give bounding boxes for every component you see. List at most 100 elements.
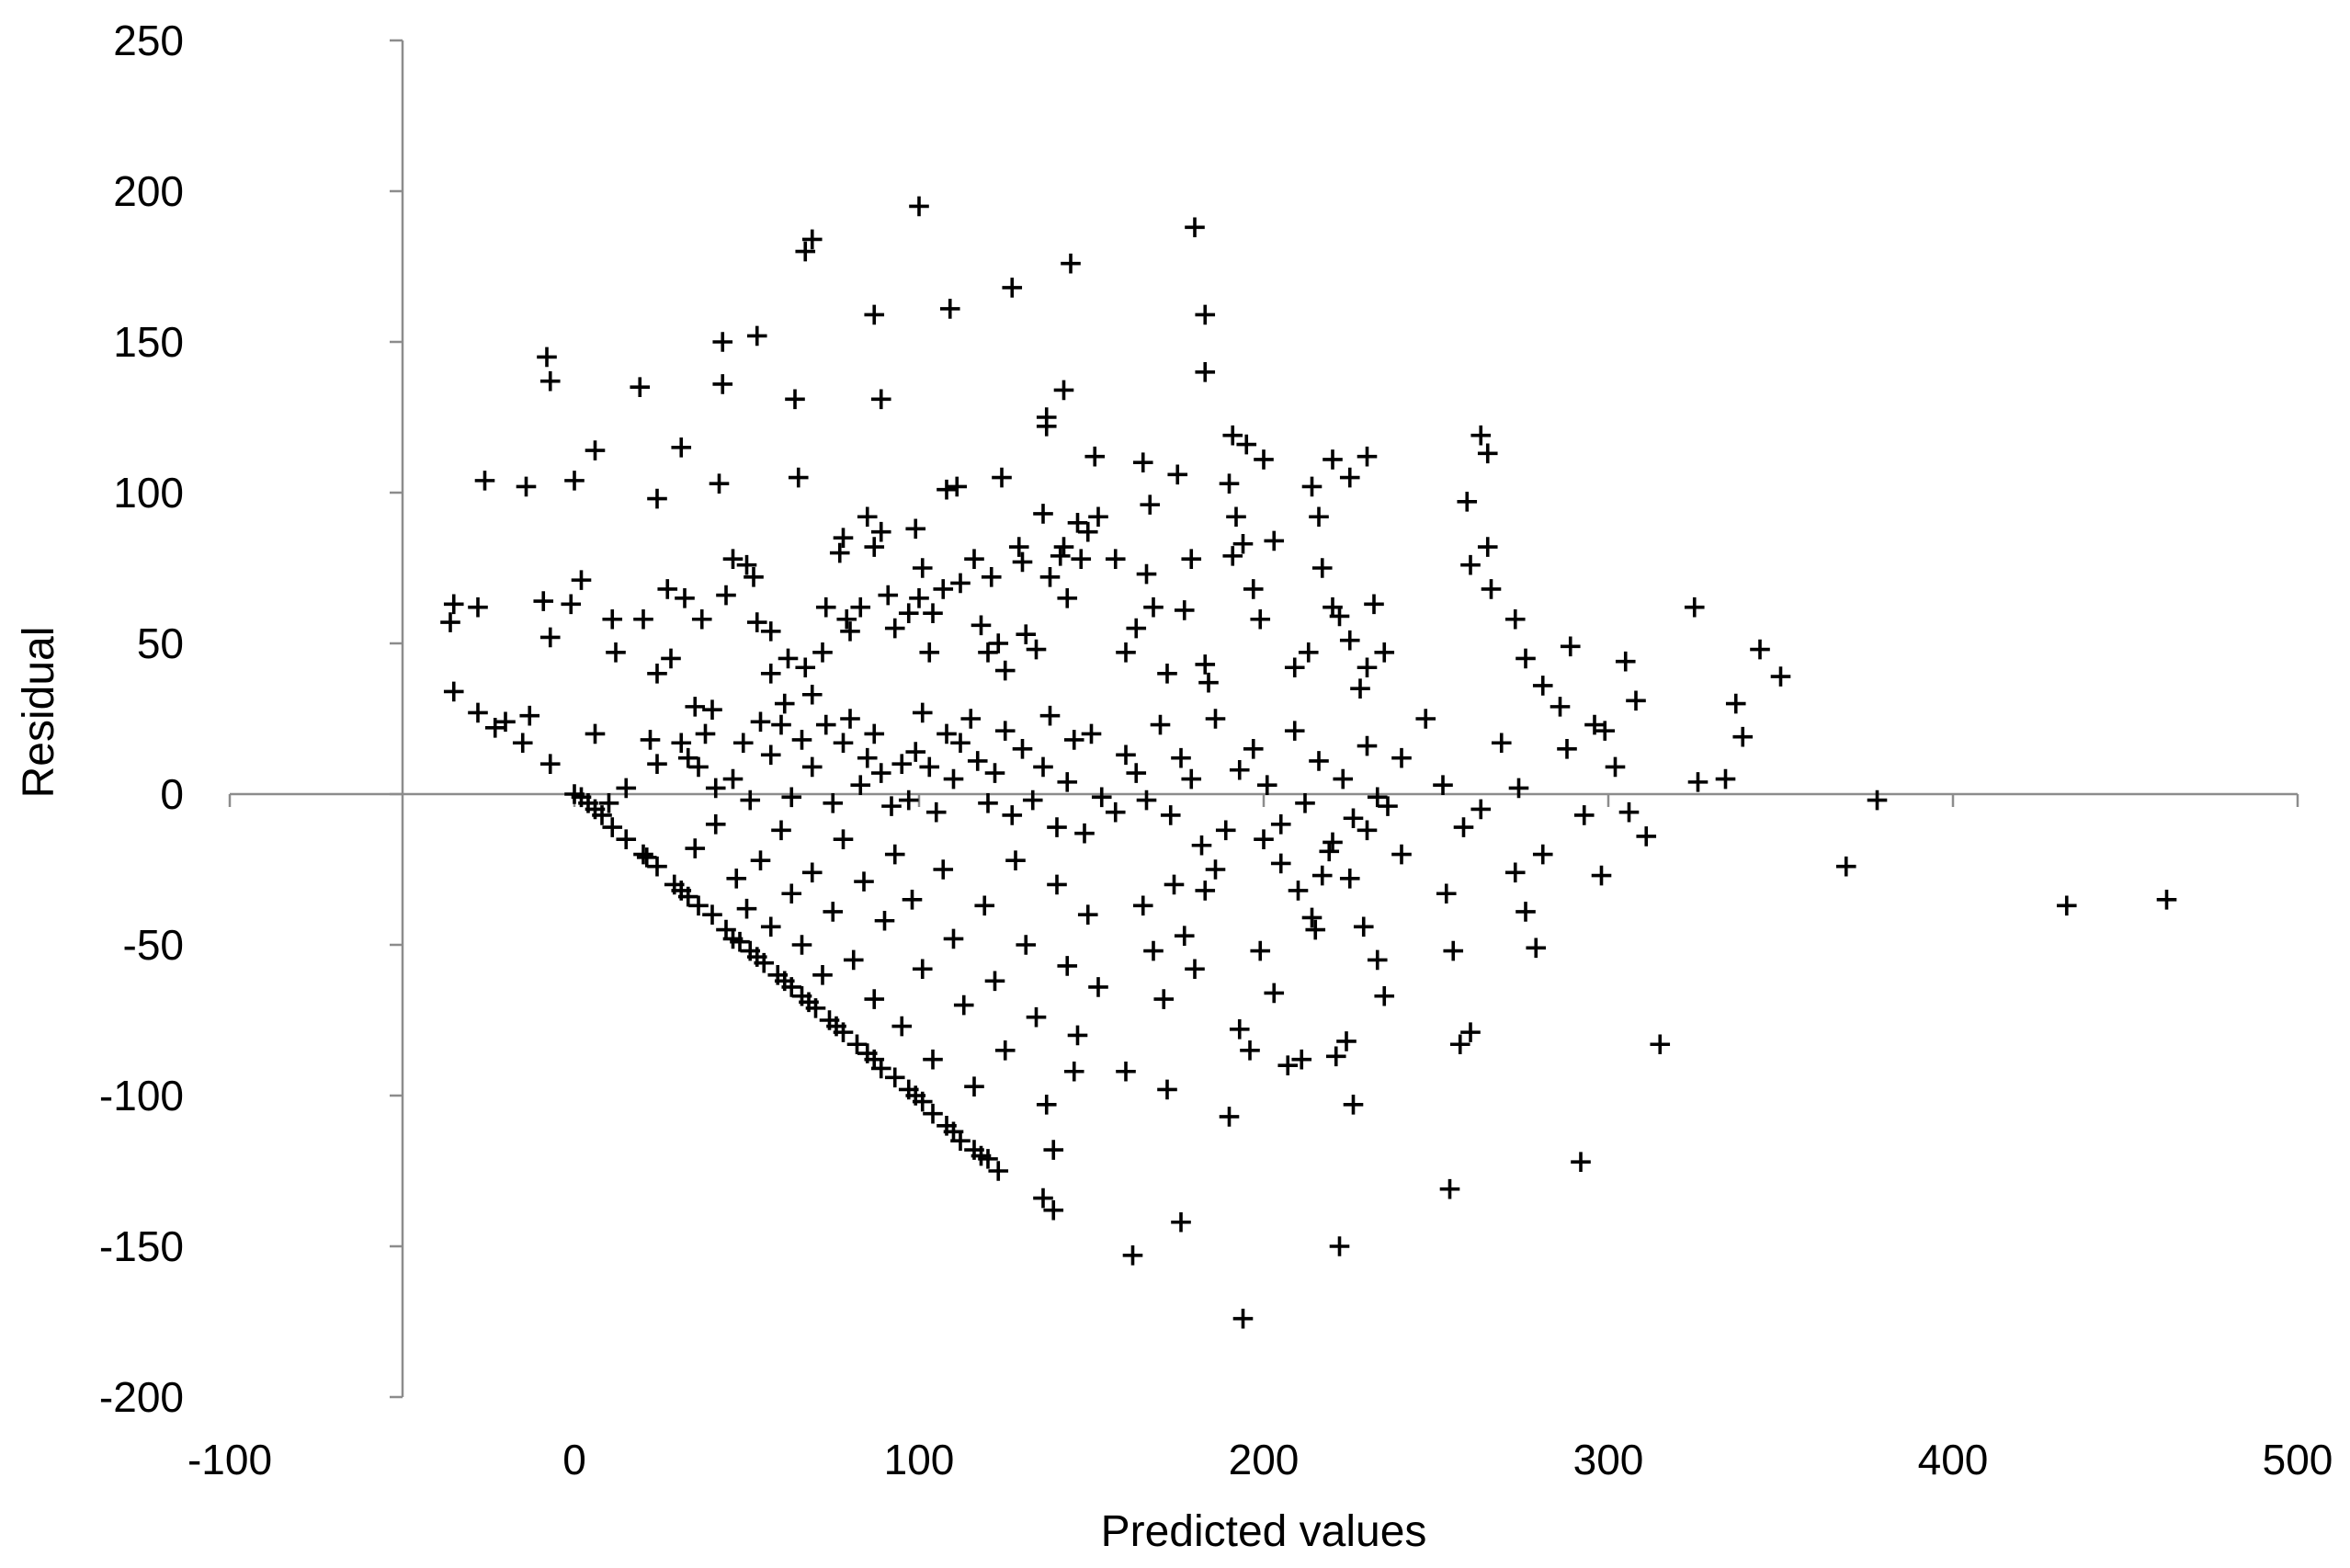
data-point: [874, 910, 895, 931]
data-point: [846, 1034, 868, 1055]
data-point: [468, 702, 488, 723]
data-point: [971, 615, 992, 636]
data-point: [1264, 983, 1285, 1004]
data-point: [1305, 919, 1326, 940]
data-point: [1301, 907, 1323, 928]
data-point: [1460, 1022, 1481, 1042]
data-point: [994, 660, 1016, 681]
data-point: [978, 642, 998, 663]
data-point: [592, 805, 612, 825]
data-point: [1725, 693, 1746, 714]
data-point: [1140, 494, 1161, 515]
data-point: [1250, 608, 1271, 630]
data-point: [823, 793, 844, 813]
data-point: [1081, 723, 1102, 744]
data-point: [760, 621, 781, 642]
x-tick-label: 500: [2263, 1436, 2333, 1483]
data-point: [1591, 865, 1612, 886]
data-point: [732, 733, 754, 754]
data-point: [495, 711, 516, 733]
data-point: [685, 838, 706, 858]
data-point: [1319, 841, 1340, 862]
data-point: [1415, 709, 1436, 729]
data-point: [891, 1016, 913, 1037]
data-point: [801, 684, 823, 705]
x-tick-label: -100: [187, 1436, 272, 1483]
data-point: [1336, 1031, 1357, 1051]
data-point: [561, 594, 582, 615]
data-point: [1185, 959, 1205, 980]
data-point: [1136, 563, 1157, 585]
data-point: [909, 588, 929, 608]
data-point: [1357, 657, 1378, 678]
data-point: [571, 570, 592, 590]
data-point: [960, 709, 982, 729]
data-point: [1605, 756, 1626, 778]
data-point: [760, 664, 781, 684]
data-point: [585, 440, 606, 460]
data-point: [881, 796, 902, 816]
data-point: [1171, 1211, 1191, 1233]
data-point: [1126, 618, 1147, 639]
data-point: [978, 793, 998, 813]
data-point: [774, 693, 795, 714]
data-point: [1136, 790, 1157, 811]
data-point: [1573, 805, 1595, 825]
data-point: [992, 467, 1012, 488]
data-point: [1132, 452, 1153, 472]
data-point: [912, 959, 933, 980]
data-point: [1008, 537, 1029, 557]
data-point: [815, 714, 836, 735]
data-point: [812, 965, 833, 985]
data-point: [912, 702, 933, 723]
data-point: [688, 756, 709, 778]
data-point: [1439, 1178, 1460, 1199]
data-point: [833, 733, 854, 754]
data-point: [1353, 916, 1374, 937]
data-point: [1116, 1061, 1136, 1082]
data-point: [1043, 1140, 1064, 1160]
data-point: [836, 608, 857, 630]
y-tick-labels: -200 -150 -100 -50 0 50 100 150 200 250: [99, 17, 184, 1421]
data-point: [988, 1161, 1009, 1181]
data-point: [1571, 1152, 1591, 1172]
data-point: [1198, 672, 1219, 693]
data-point: [994, 1040, 1016, 1061]
data-point: [1026, 639, 1047, 660]
y-tick-label: -50: [123, 921, 184, 969]
data-point: [1449, 1034, 1470, 1055]
data-point: [1171, 747, 1191, 768]
data-point: [1367, 787, 1388, 808]
data-points: [440, 196, 2177, 1329]
data-point: [967, 751, 988, 771]
data-point: [1615, 651, 1636, 672]
data-point: [1477, 537, 1498, 557]
data-point: [533, 591, 554, 611]
data-point: [1061, 253, 1081, 274]
data-point: [606, 642, 626, 663]
data-point: [1295, 793, 1315, 813]
data-point: [539, 627, 561, 648]
data-point: [1039, 567, 1061, 587]
data-point: [799, 992, 819, 1013]
data-point: [702, 904, 722, 925]
data-point: [705, 814, 726, 835]
data-point: [657, 579, 678, 599]
data-point: [1311, 558, 1333, 578]
data-point: [750, 711, 771, 733]
data-point: [1219, 1107, 1240, 1127]
data-point: [1309, 506, 1329, 528]
data-point: [854, 871, 874, 892]
data-point: [1477, 443, 1498, 464]
data-point: [1516, 902, 1536, 922]
data-point: [1026, 1006, 1047, 1028]
data-point: [1460, 554, 1481, 575]
data-point: [661, 648, 681, 669]
data-point: [785, 389, 805, 410]
data-point: [905, 1085, 926, 1106]
data-point: [864, 723, 885, 744]
data-point: [630, 377, 651, 397]
data-point: [1181, 768, 1202, 790]
data-point: [833, 528, 854, 548]
data-point: [744, 567, 764, 587]
